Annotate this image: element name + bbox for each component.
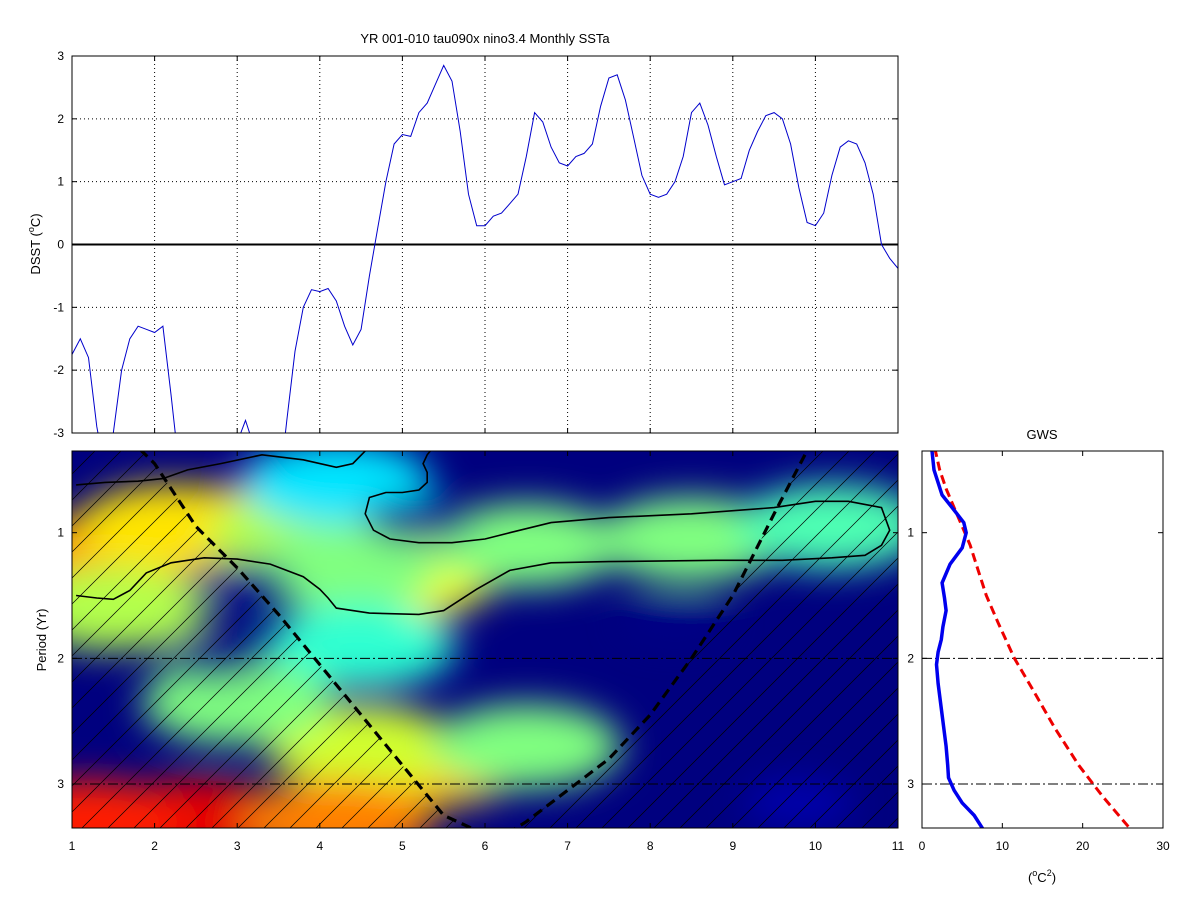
wavelet-x-tick-label: 3	[234, 839, 241, 853]
wavelet-x-tick-label: 1	[69, 839, 76, 853]
sst-y-tick-label: 1	[57, 175, 64, 189]
sst-y-tick-label: 0	[57, 238, 64, 252]
wavelet-high-power-region	[249, 528, 440, 613]
wavelet-y-tick-label: 3	[57, 777, 64, 791]
wavelet-y-axis-label: Period (Yr)	[34, 609, 49, 672]
wavelet-x-tick-label: 6	[482, 839, 489, 853]
gws-significance-line	[933, 451, 1132, 828]
wavelet-y-tick-label: 1	[57, 526, 64, 540]
gws-xlabel-prefix: (	[1028, 870, 1033, 885]
gws-y-tick-label: 2	[907, 651, 914, 665]
gws-xlabel-sup1: o	[1032, 868, 1037, 878]
gws-xlabel-sup2: 2	[1047, 868, 1052, 878]
wavelet-reference-lines	[72, 657, 898, 785]
cone-of-influence-line	[139, 451, 809, 828]
gws-title: GWS	[1026, 427, 1057, 442]
sst-y-tick-label: -2	[53, 363, 64, 377]
gws-y-tick-label: 3	[907, 777, 914, 791]
sst-y-tick-label: 2	[57, 112, 64, 126]
gws-y-tick-label: 1	[907, 526, 914, 540]
gws-xlabel-mid: C	[1037, 870, 1046, 885]
wavelet-x-tick-label: 9	[729, 839, 736, 853]
sst-chart-title: YR 001-010 tau090x nino3.4 Monthly SSTa	[360, 31, 610, 46]
wavelet-x-tick-label: 7	[564, 839, 571, 853]
wavelet-x-tick-label: 2	[151, 839, 158, 853]
wavelet-low-power-region	[363, 498, 474, 543]
gws-spectrum-line	[930, 451, 985, 828]
gws-plot-frame	[922, 451, 1163, 828]
gws-x-tick-label: 10	[996, 839, 1010, 853]
wavelet-y-tick-label: 2	[57, 651, 64, 665]
wavelet-high-power-region	[431, 704, 622, 789]
sst-ylabel-prefix: DSST (	[28, 232, 43, 275]
sst-panel: YR 001-010 tau090x nino3.4 Monthly SSTa …	[26, 31, 899, 440]
wavelet-x-tick-label: 4	[316, 839, 323, 853]
sst-series-line	[72, 64, 898, 433]
cone-of-influence-hatch	[72, 451, 898, 828]
wavelet-low-power-region	[619, 598, 730, 643]
wavelet-panel: 1 2 3 1 2 3 4 5 6 7 8 9 10 11 Period (Yr)	[34, 450, 905, 853]
wavelet-ticks: 1 2 3 1 2 3 4 5 6 7 8 9 10 11	[57, 451, 905, 853]
sst-y-axis-label: DSST (oC)	[26, 213, 43, 274]
sst-y-tick-label: -3	[53, 426, 64, 440]
wavelet-high-power-region	[431, 503, 622, 588]
gws-axes-box	[921, 450, 1164, 829]
gws-x-axis-label: (oC2)	[1028, 868, 1056, 885]
sst-y-tick-label: -1	[53, 300, 64, 314]
gws-x-tick-label: 20	[1076, 839, 1090, 853]
gws-x-tick-label: 30	[1156, 839, 1170, 853]
sst-ticks: -3 -2 -1 0 1 2 3	[53, 49, 899, 440]
wavelet-x-tick-label: 11	[892, 839, 905, 853]
wavelet-x-tick-label: 8	[647, 839, 654, 853]
significance-contour	[76, 451, 891, 616]
sst-ylabel-suffix: C)	[28, 213, 43, 227]
gws-x-tick-label: 0	[919, 839, 926, 853]
sst-y-tick-label: 3	[57, 49, 64, 63]
wavelet-x-tick-label: 5	[399, 839, 406, 853]
sst-ylabel-sup: o	[26, 227, 36, 232]
gws-reference-lines	[922, 657, 1163, 785]
wavelet-x-tick-label: 10	[809, 839, 823, 853]
gws-xlabel-suffix: )	[1052, 870, 1056, 885]
